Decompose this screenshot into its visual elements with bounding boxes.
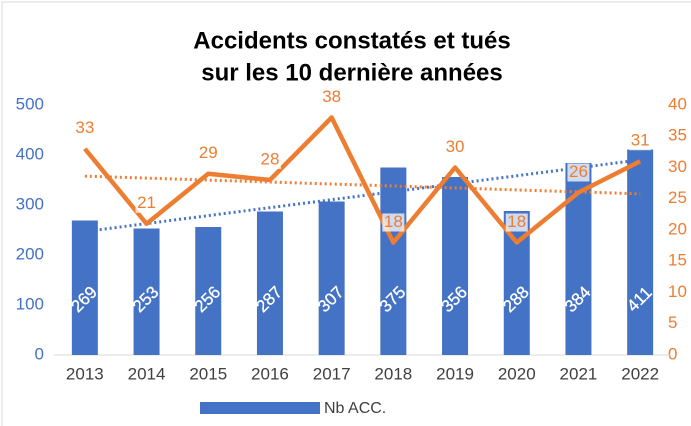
line-value-label: 18 bbox=[384, 212, 403, 231]
line-value-label: 29 bbox=[199, 143, 218, 162]
bar bbox=[627, 149, 654, 355]
bar-trendline bbox=[84, 158, 641, 234]
x-tick-label: 2019 bbox=[436, 364, 474, 383]
x-tick-label: 2015 bbox=[189, 364, 227, 383]
y2-tick-label: 30 bbox=[668, 157, 687, 176]
y-tick-label: 300 bbox=[16, 194, 44, 213]
line-value-label-bg bbox=[567, 163, 590, 182]
bar bbox=[133, 228, 160, 355]
bar bbox=[442, 177, 469, 355]
y-tick-label: 500 bbox=[16, 94, 44, 113]
bar bbox=[318, 201, 345, 355]
bar bbox=[195, 227, 222, 355]
x-tick-label: 2020 bbox=[498, 364, 536, 383]
line-value-label: 31 bbox=[631, 131, 650, 150]
bar bbox=[256, 211, 283, 355]
line-value-label-bg bbox=[505, 213, 528, 232]
line-value-label-bg bbox=[197, 144, 220, 163]
line-value-label-bg bbox=[629, 132, 652, 151]
x-tick-label: 2014 bbox=[128, 364, 166, 383]
x-tick-label: 2018 bbox=[374, 364, 412, 383]
line-value-label: 33 bbox=[75, 118, 94, 137]
chart-title: Accidents constatés et tués bbox=[193, 27, 510, 54]
legend-label: Nb ACC. bbox=[324, 400, 386, 417]
line-value-label: 28 bbox=[260, 149, 279, 168]
line-value-label-bg bbox=[382, 213, 405, 232]
y2-tick-label: 25 bbox=[668, 188, 687, 207]
y-tick-label: 400 bbox=[16, 144, 44, 163]
line-value-label: 18 bbox=[507, 212, 526, 231]
x-tick-label: 2013 bbox=[66, 364, 104, 383]
y2-tick-label: 15 bbox=[668, 251, 687, 270]
line bbox=[83, 115, 642, 245]
x-tick-label: 2021 bbox=[560, 364, 598, 383]
y2-tick-label: 5 bbox=[668, 313, 677, 332]
y-tick-label: 100 bbox=[16, 294, 44, 313]
line-value-label: 21 bbox=[137, 193, 156, 212]
line-value-label: 30 bbox=[446, 137, 465, 156]
line-value-label: 38 bbox=[322, 87, 341, 106]
legend-swatch bbox=[200, 402, 320, 414]
bar bbox=[380, 167, 407, 355]
y2-tick-label: 20 bbox=[668, 219, 687, 238]
line-value-label: 26 bbox=[569, 162, 588, 181]
y-tick-label: 0 bbox=[35, 344, 44, 363]
line-value-label-bg bbox=[135, 194, 158, 213]
line-value-label-bg bbox=[444, 138, 467, 157]
y-tick-label: 200 bbox=[16, 244, 44, 263]
bar bbox=[71, 220, 98, 355]
y2-tick-label: 10 bbox=[668, 282, 687, 301]
x-tick-label: 2017 bbox=[313, 364, 351, 383]
x-tick-label: 2016 bbox=[251, 364, 289, 383]
y2-tick-label: 40 bbox=[668, 94, 687, 113]
y2-tick-label: 0 bbox=[668, 344, 677, 363]
line-value-label-bg bbox=[320, 88, 343, 107]
x-tick-label: 2022 bbox=[621, 364, 659, 383]
chart-title: sur les 10 dernière années bbox=[201, 59, 503, 86]
line-value-label-bg bbox=[73, 119, 96, 138]
line-value-label-bg bbox=[258, 151, 281, 169]
y2-tick-label: 35 bbox=[668, 126, 687, 145]
